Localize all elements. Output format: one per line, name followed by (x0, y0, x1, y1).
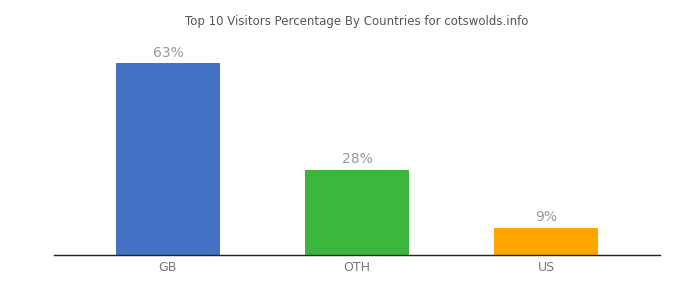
Text: 28%: 28% (341, 152, 373, 166)
Text: 9%: 9% (535, 210, 557, 224)
Bar (494, 228, 598, 255)
Bar (116, 63, 220, 255)
Title: Top 10 Visitors Percentage By Countries for cotswolds.info: Top 10 Visitors Percentage By Countries … (186, 15, 528, 28)
Bar (305, 170, 409, 255)
Text: 63%: 63% (152, 46, 183, 60)
